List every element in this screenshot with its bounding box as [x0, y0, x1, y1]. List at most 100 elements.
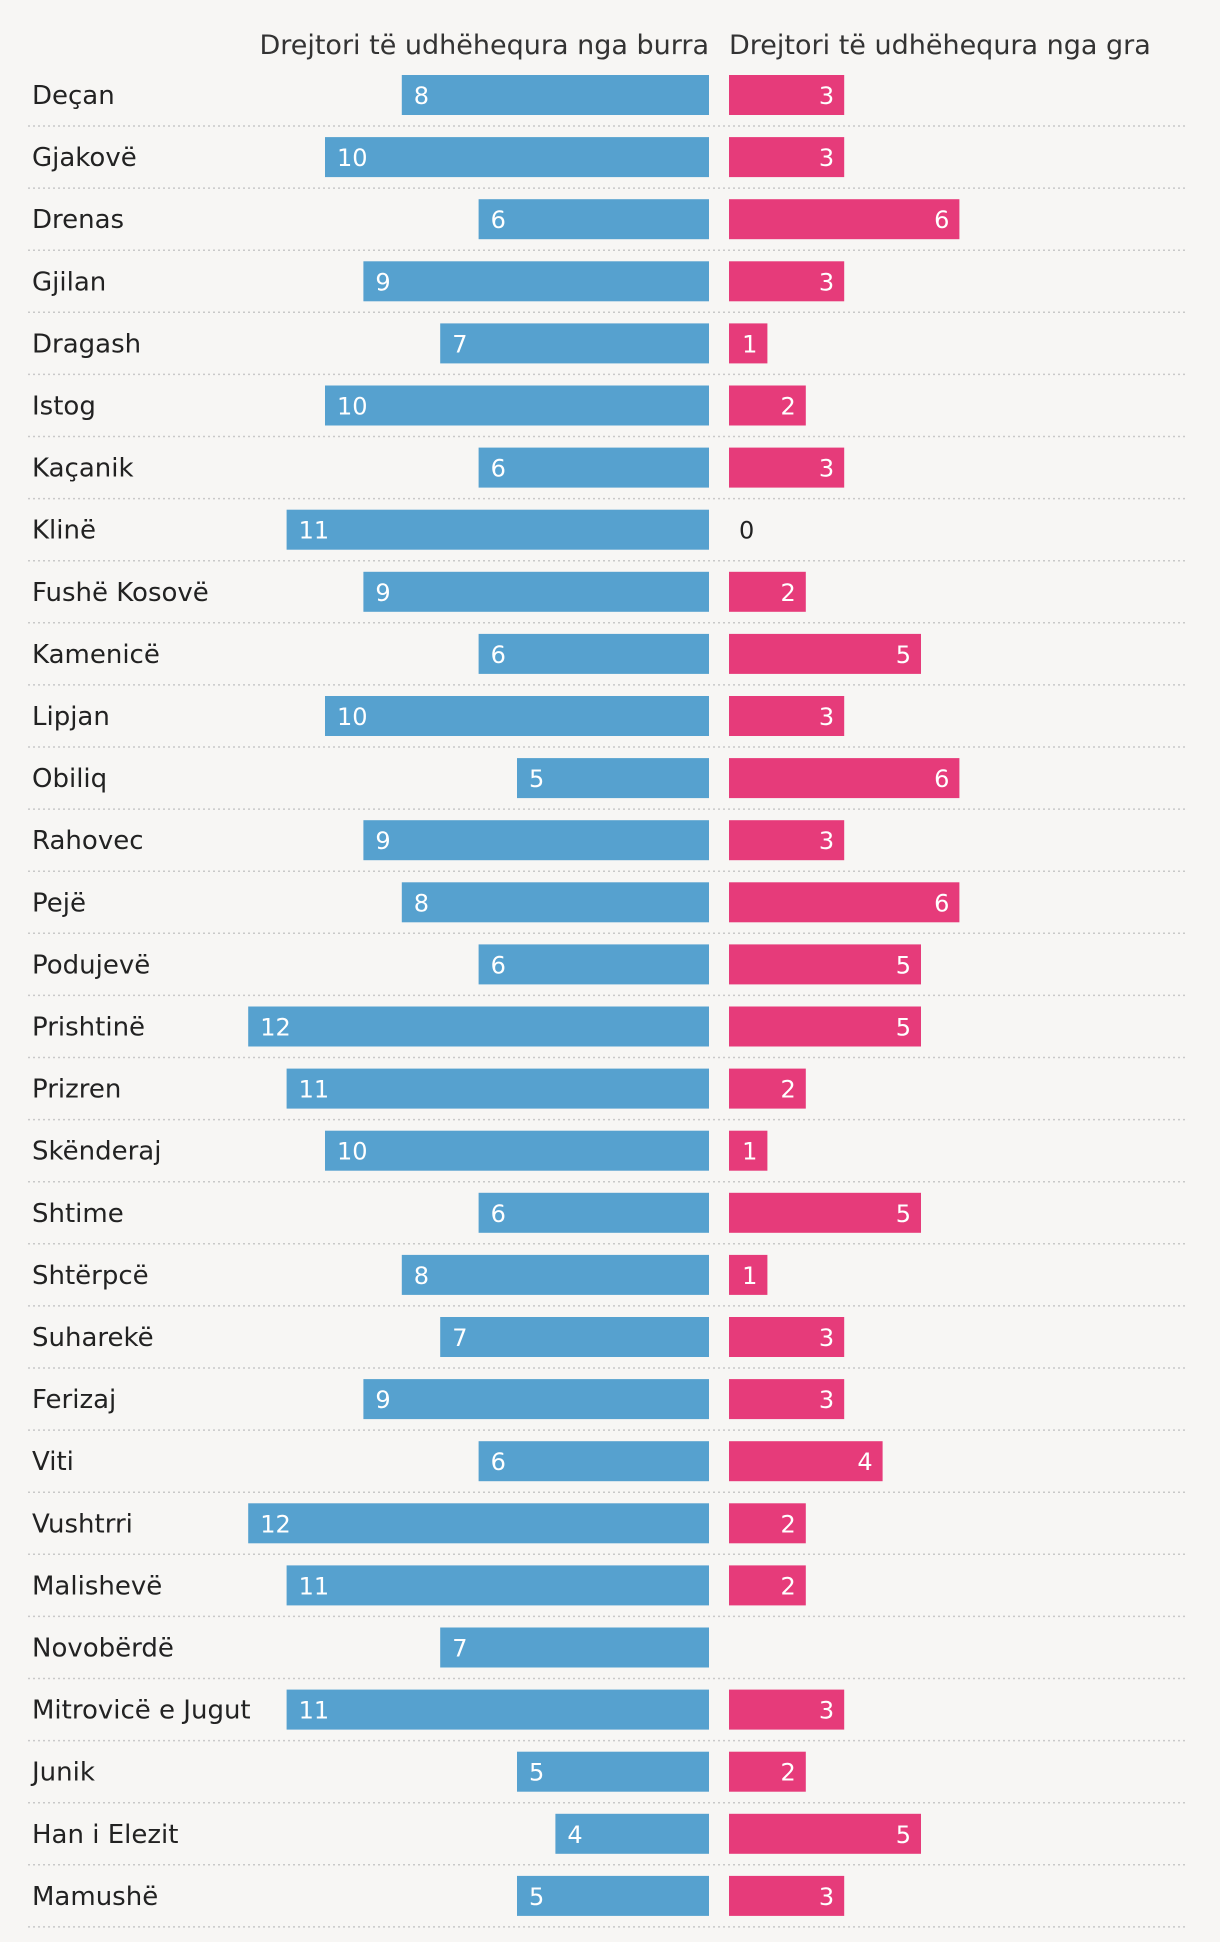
category-label: Dragash [32, 329, 141, 359]
category-label: Deçan [32, 81, 115, 111]
women-value-label: 2 [781, 1572, 796, 1600]
men-value-label: 7 [452, 1324, 467, 1352]
category-label: Istog [32, 392, 96, 422]
women-bar [729, 323, 768, 364]
men-value-label: 6 [491, 1200, 506, 1228]
men-bar [325, 385, 709, 426]
women-bar [729, 137, 845, 178]
women-value-label: 3 [819, 827, 834, 855]
women-value-label: 2 [781, 1510, 796, 1538]
men-bar [401, 75, 709, 115]
men-bar [517, 1751, 709, 1792]
category-label: Shtërpcë [32, 1261, 149, 1291]
women-value-label: 5 [896, 1014, 911, 1042]
men-bar [286, 1689, 709, 1730]
men-bar [325, 137, 709, 178]
women-value-label: 5 [896, 1821, 911, 1849]
women-bar [729, 571, 806, 612]
women-bar [729, 1689, 845, 1730]
men-value-label: 12 [260, 1014, 291, 1042]
category-label: Suharekë [32, 1323, 154, 1353]
women-value-label: 3 [819, 268, 834, 296]
women-bar [729, 1192, 921, 1233]
women-value-label: 3 [819, 82, 834, 110]
women-bar [729, 1254, 768, 1295]
men-bar [325, 1130, 709, 1171]
category-label: Kaçanik [32, 454, 134, 484]
men-bar [363, 261, 709, 302]
men-value-label: 7 [452, 1635, 467, 1663]
men-value-label: 8 [414, 82, 429, 110]
men-bar [286, 1565, 709, 1606]
men-bar [478, 1192, 709, 1233]
women-bar [729, 1317, 845, 1357]
men-value-label: 10 [337, 393, 368, 421]
women-value-label: 1 [742, 1262, 757, 1290]
category-label: Prishtinë [32, 1013, 145, 1043]
men-bar [363, 820, 709, 861]
category-label: Gjakovë [32, 143, 137, 173]
category-label: Drenas [32, 205, 124, 235]
women-bar [729, 882, 960, 923]
men-value-label: 8 [414, 1262, 429, 1290]
women-bar [729, 261, 845, 302]
women-value-label: 2 [781, 393, 796, 421]
category-label: Skënderaj [32, 1137, 161, 1167]
men-value-label: 6 [491, 641, 506, 669]
men-bar [248, 1006, 709, 1047]
women-value-label: 3 [819, 1324, 834, 1352]
men-bar [325, 696, 709, 736]
men-bar [555, 1813, 709, 1854]
men-bar [478, 199, 709, 240]
category-label: Podujevë [32, 950, 150, 980]
men-bar [478, 944, 709, 985]
header-women-series: Drejtori të udhëhequra nga gra [729, 30, 1151, 61]
category-label: Mamushë [32, 1882, 158, 1912]
men-bar [363, 571, 709, 612]
women-bar [729, 1130, 768, 1171]
men-value-label: 9 [375, 579, 390, 607]
women-value-label: 3 [819, 144, 834, 172]
women-bar [729, 1441, 883, 1482]
men-bar [478, 633, 709, 674]
men-bar [363, 1379, 709, 1420]
women-value-label: 5 [896, 641, 911, 669]
women-value-label: 4 [857, 1448, 872, 1476]
men-value-label: 9 [375, 827, 390, 855]
men-value-label: 10 [337, 703, 368, 731]
category-label: Vushtrri [32, 1509, 133, 1539]
men-value-label: 11 [299, 1076, 330, 1104]
women-bar [729, 1565, 806, 1606]
category-label: Lipjan [32, 702, 110, 732]
category-label: Kamenicë [32, 640, 160, 670]
men-value-label: 11 [299, 1572, 330, 1600]
men-value-label: 5 [529, 1759, 544, 1787]
men-value-label: 6 [491, 206, 506, 234]
category-label: Novobërdë [32, 1634, 174, 1664]
men-bar [440, 1627, 709, 1668]
men-bar [478, 447, 709, 488]
header-men-series: Drejtori të udhëhequra nga burra [259, 30, 709, 61]
men-value-label: 7 [452, 330, 467, 358]
men-bar [286, 509, 709, 550]
men-bar [517, 1875, 709, 1916]
men-value-label: 5 [529, 1883, 544, 1911]
category-label: Klinë [32, 516, 96, 546]
women-bar [729, 199, 960, 240]
women-bar [729, 385, 806, 426]
men-bar [248, 1503, 709, 1544]
women-value-label: 0 [739, 517, 754, 545]
women-value-label: 3 [819, 703, 834, 731]
women-value-label: 6 [934, 889, 949, 917]
category-label: Shtime [32, 1199, 124, 1229]
women-value-label: 2 [781, 1076, 796, 1104]
men-bar [440, 323, 709, 364]
women-value-label: 2 [781, 579, 796, 607]
women-value-label: 1 [742, 330, 757, 358]
women-value-label: 3 [819, 1883, 834, 1911]
category-label: Pejë [32, 888, 86, 918]
category-label: Viti [32, 1447, 74, 1477]
men-bar [517, 758, 709, 799]
men-value-label: 9 [375, 1386, 390, 1414]
women-bar [729, 1875, 845, 1916]
